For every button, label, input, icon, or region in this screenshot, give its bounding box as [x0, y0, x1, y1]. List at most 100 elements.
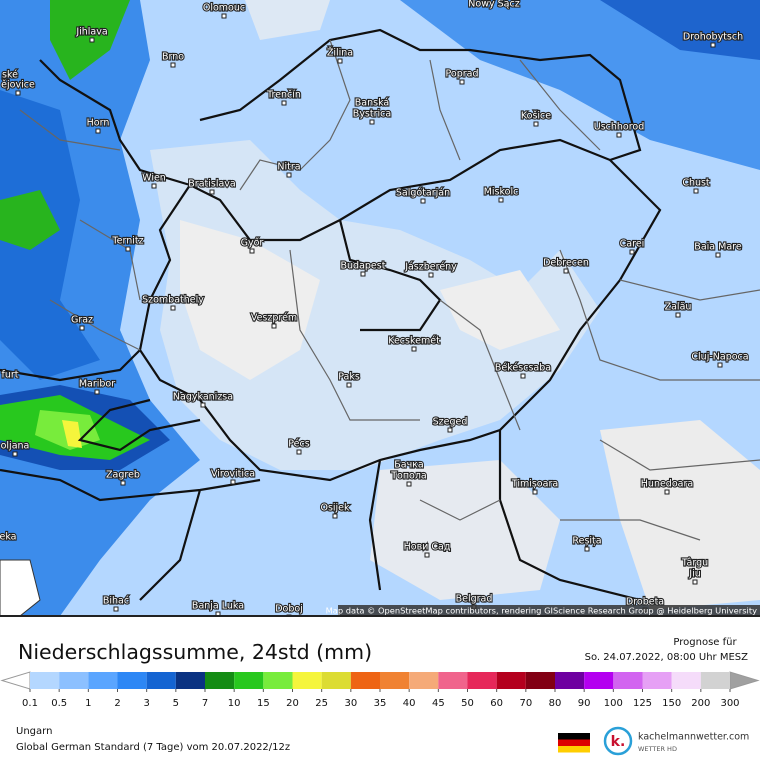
city-marker [664, 489, 670, 495]
logo-name: kachelmannwetter.com [638, 732, 749, 743]
city-marker [346, 382, 352, 388]
city-marker [296, 449, 302, 455]
city-marker [170, 62, 176, 68]
color-box [175, 672, 205, 689]
logo-sub: WETTER HD [638, 745, 677, 753]
city-label: Maribor [79, 379, 115, 390]
logo-mark: k. [611, 734, 626, 750]
city-marker [616, 132, 622, 138]
city-label: Bystrica [353, 109, 391, 120]
city-label: furt [2, 370, 19, 381]
city-label: Jihlava [75, 27, 107, 38]
city-marker [447, 427, 453, 433]
city-marker [411, 346, 417, 352]
city-marker [271, 323, 277, 329]
city-label: Szombathely [142, 295, 204, 306]
color-box [642, 672, 672, 689]
city-label: Banja Luka [192, 601, 244, 612]
city-marker [360, 271, 366, 277]
city-label: Brno [162, 52, 184, 63]
city-label: Pécs [288, 439, 309, 450]
color-box [205, 672, 235, 689]
city-marker [420, 198, 426, 204]
city-label: Hunedoara [641, 479, 693, 490]
city-marker [692, 579, 698, 585]
tick-label: 200 [691, 698, 710, 709]
city-marker [286, 172, 292, 178]
city-label: Reșița [572, 536, 601, 547]
tick-label: 1 [85, 698, 91, 709]
tick-label: 25 [315, 698, 328, 709]
city-marker [717, 362, 723, 368]
color-box [350, 672, 380, 689]
city-label: Szeged [433, 417, 468, 428]
city-marker [89, 37, 95, 43]
dry-area [600, 420, 760, 610]
sea [0, 559, 41, 617]
city-label: Debrecen [543, 258, 589, 269]
wet-area [600, 0, 760, 60]
tick-label: 15 [257, 698, 270, 709]
wet-area [0, 190, 60, 250]
city-label: Nowy Sącz [468, 0, 519, 10]
city-labels: Olomouc Nowy Sącz Jihlava Brno Žilina Poprad D… [0, 0, 750, 620]
city-label: Virovitica [211, 469, 255, 480]
city-label: Wien [142, 173, 166, 184]
tick-label: 100 [604, 698, 623, 709]
city-label: Veszprém [251, 313, 297, 324]
city-label: Poprad [446, 69, 479, 80]
city-label: Cluj-Napoca [691, 352, 748, 363]
color-box [146, 672, 176, 689]
city-label: Győr [241, 238, 264, 249]
city-marker [125, 246, 131, 252]
city-marker [533, 121, 539, 127]
tick-label: 40 [403, 698, 416, 709]
tick-label: 150 [662, 698, 681, 709]
color-box [117, 672, 147, 689]
tick-label: 35 [374, 698, 387, 709]
border [0, 159, 662, 602]
tick-label: 125 [633, 698, 652, 709]
tick-label: 5 [173, 698, 179, 709]
city-marker [428, 272, 434, 278]
dry-area [245, 0, 330, 40]
color-box [380, 672, 410, 689]
city-label: Jiu [688, 569, 700, 580]
forecast-date: So. 24.07.2022, 08:00 Uhr MESZ [585, 652, 748, 663]
color-box [700, 672, 730, 689]
city-label: Budapest [341, 261, 386, 272]
city-label: Doboj [275, 604, 303, 615]
color-box [525, 672, 555, 689]
city-label: Târgu [681, 558, 708, 569]
city-label: Kecskemét [388, 336, 440, 347]
color-box [467, 672, 497, 689]
city-label: Baia Mare [694, 242, 742, 253]
city-label: Zagreb [106, 470, 140, 481]
color-box [671, 672, 701, 689]
city-label: Košice [521, 111, 551, 122]
legend-title: Niederschlagssumme, 24std (mm) [18, 640, 372, 664]
city-marker [12, 451, 18, 457]
city-label: Nitra [277, 162, 300, 173]
color-box [409, 672, 439, 689]
model-run: Global German Standard (7 Tage) vom 20.0… [16, 742, 290, 753]
city-label: Žilina [327, 47, 353, 59]
city-label: Uschhorod [594, 122, 645, 133]
color-box [438, 672, 468, 689]
attribution-bg [338, 605, 760, 616]
city-label: Jászberény [404, 262, 457, 273]
tick-label: 300 [720, 698, 739, 709]
color-box [613, 672, 643, 689]
city-marker [15, 90, 21, 96]
city-label: oljana [1, 441, 30, 452]
tick-label: 90 [578, 698, 591, 709]
dry-area [180, 220, 320, 380]
attribution: Map data © OpenStreetMap contributors, r… [326, 606, 758, 616]
color-box [234, 672, 264, 689]
dry-area [370, 460, 560, 600]
city-marker [710, 42, 716, 48]
city-marker [151, 183, 157, 189]
color-box [292, 672, 322, 689]
tick-label: 0.1 [22, 698, 38, 709]
